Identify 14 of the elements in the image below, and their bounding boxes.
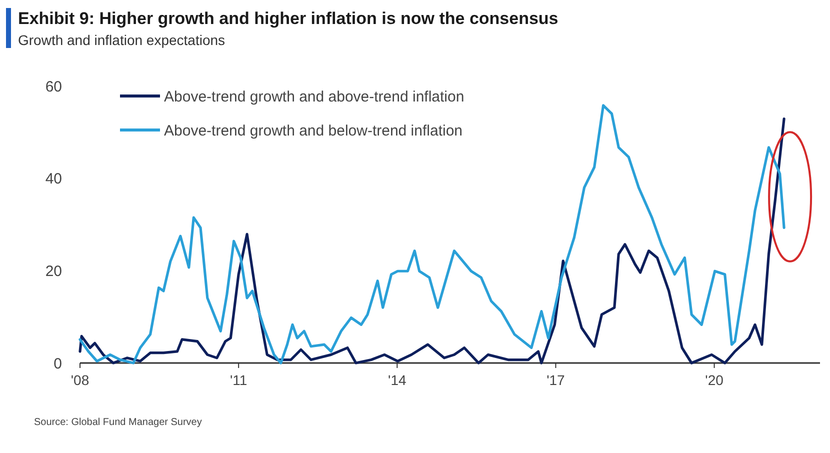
source-note: Source: Global Fund Manager Survey [34, 417, 202, 428]
x-tick-label: '14 [388, 372, 406, 388]
x-tick-label: '08 [70, 372, 90, 388]
legend-label: Above-trend growth and below-trend inflation [164, 122, 463, 140]
chart-subtitle: Growth and inflation expectations [18, 32, 226, 48]
legend-label: Above-trend growth and above-trend inflation [164, 88, 464, 106]
y-tick-label: 20 [45, 262, 62, 280]
y-tick-label: 40 [45, 170, 62, 188]
y-tick-label: 0 [54, 355, 62, 372]
y-tick-label: 60 [45, 78, 62, 96]
chart-title: Exhibit 9: Higher growth and higher inflation is now the consensus [18, 9, 558, 28]
x-tick-label: '20 [705, 372, 724, 388]
x-tick-label: '17 [546, 372, 566, 388]
x-tick-label: '11 [230, 372, 248, 388]
